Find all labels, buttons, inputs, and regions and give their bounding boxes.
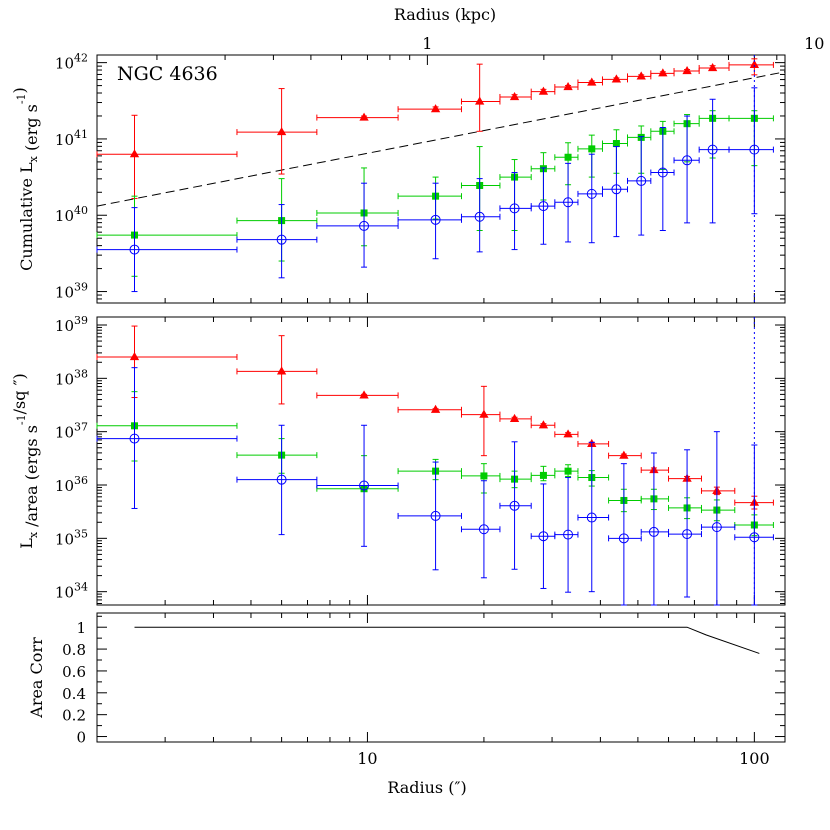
data-point-square [612, 140, 620, 148]
y-tick-label: 1039 [55, 281, 88, 302]
data-point-triangle [276, 366, 287, 375]
data-point-square [539, 471, 547, 479]
bottom-x-axis-title: Radius (″) [387, 778, 466, 797]
y-tick-label: 1039 [55, 314, 88, 335]
data-point-circle [682, 155, 693, 166]
y-tick-label: 1038 [55, 367, 88, 388]
top-x-axis-title: Radius (kpc) [394, 5, 496, 24]
data-point-triangle [538, 86, 549, 95]
data-point-circle [430, 214, 441, 225]
y-axis-title: Area Corr [27, 637, 46, 719]
series-red [96, 58, 774, 199]
data-point-circle [586, 512, 597, 523]
x-tick-label: 100 [739, 749, 770, 768]
axis-ticks [96, 55, 785, 742]
data-point-square [564, 467, 572, 475]
data-point-triangle [682, 66, 692, 75]
kpc-tick-label: 10 [804, 34, 824, 53]
x-tick-label: 10 [357, 749, 377, 768]
data-point-triangle [359, 390, 369, 399]
data-point-triangle [359, 112, 369, 121]
data-point-circle [648, 526, 659, 537]
data-point-circle [276, 234, 287, 245]
data-point-circle [618, 533, 629, 544]
data-point-triangle [276, 127, 287, 136]
data-point-circle [430, 510, 441, 521]
y-tick-label: 1 [76, 619, 86, 637]
panel-areacorr-frame [96, 612, 786, 743]
data-point-circle [509, 203, 520, 214]
data-point-circle [636, 175, 647, 186]
data-point-circle [538, 201, 549, 212]
data-layer [96, 55, 786, 654]
data-point-circle [478, 524, 489, 535]
data-point-circle [276, 474, 287, 485]
kpc-tick-label: 1 [422, 34, 432, 53]
y-tick-label: 1034 [55, 581, 88, 602]
y-tick-label: 0.4 [62, 685, 86, 703]
y-axis-title: Cumulative Lx (erg s-1) [10, 87, 41, 271]
data-point-triangle [129, 351, 140, 361]
data-point-square [480, 472, 488, 480]
data-point-circle [657, 167, 668, 178]
data-point-circle [129, 433, 140, 444]
data-point-circle [563, 529, 574, 540]
series-red [96, 325, 774, 510]
data-point-triangle [619, 450, 629, 459]
data-point-circle [538, 531, 549, 542]
data-point-circle [509, 500, 520, 511]
area-correction-line [134, 626, 760, 654]
data-point-triangle [129, 149, 140, 158]
y-tick-label: 1040 [55, 204, 88, 225]
y-tick-label: 1041 [55, 128, 88, 149]
data-point-square [588, 145, 596, 153]
data-point-triangle [563, 82, 573, 91]
data-point-triangle [474, 96, 485, 105]
data-point-circle [682, 529, 693, 540]
data-point-circle [563, 197, 574, 208]
y-tick-label: 0 [76, 729, 86, 747]
y-tick-label: 1035 [55, 527, 88, 548]
data-point-triangle [509, 91, 520, 101]
data-point-circle [711, 522, 722, 533]
series-blue [96, 367, 774, 606]
data-point-triangle [707, 62, 718, 72]
data-point-square [564, 153, 572, 161]
data-point-triangle [563, 429, 573, 438]
data-point-circle [707, 144, 718, 155]
y-tick-label: 0.2 [62, 707, 86, 725]
data-point-triangle [587, 77, 597, 86]
data-point-triangle [479, 409, 489, 418]
model-dashed-line [96, 71, 786, 207]
data-point-circle [359, 220, 370, 231]
y-tick-label: 0.8 [62, 641, 86, 659]
data-point-circle [129, 244, 140, 255]
data-point-circle [474, 211, 485, 222]
data-point-triangle [636, 71, 646, 80]
data-point-triangle [658, 68, 668, 77]
galaxy-annotation: NGC 4636 [117, 63, 218, 85]
y-tick-label: 1036 [55, 474, 88, 495]
data-point-triangle [509, 413, 520, 422]
data-point-triangle [749, 59, 760, 69]
y-tick-label: 1042 [55, 52, 88, 73]
data-point-triangle [611, 74, 622, 83]
y-axis-title: Lx /area (ergs s-1/sq ″) [10, 373, 41, 549]
data-point-triangle [538, 420, 549, 429]
data-point-circle [586, 188, 597, 199]
series-blue [96, 87, 774, 293]
data-point-circle [611, 184, 622, 195]
panel-surface-frame [96, 316, 786, 606]
y-tick-label: 1037 [55, 421, 88, 442]
data-point-triangle [430, 104, 441, 113]
data-point-triangle [430, 404, 441, 413]
data-point-circle [359, 480, 370, 491]
y-tick-label: 0.6 [62, 663, 86, 681]
